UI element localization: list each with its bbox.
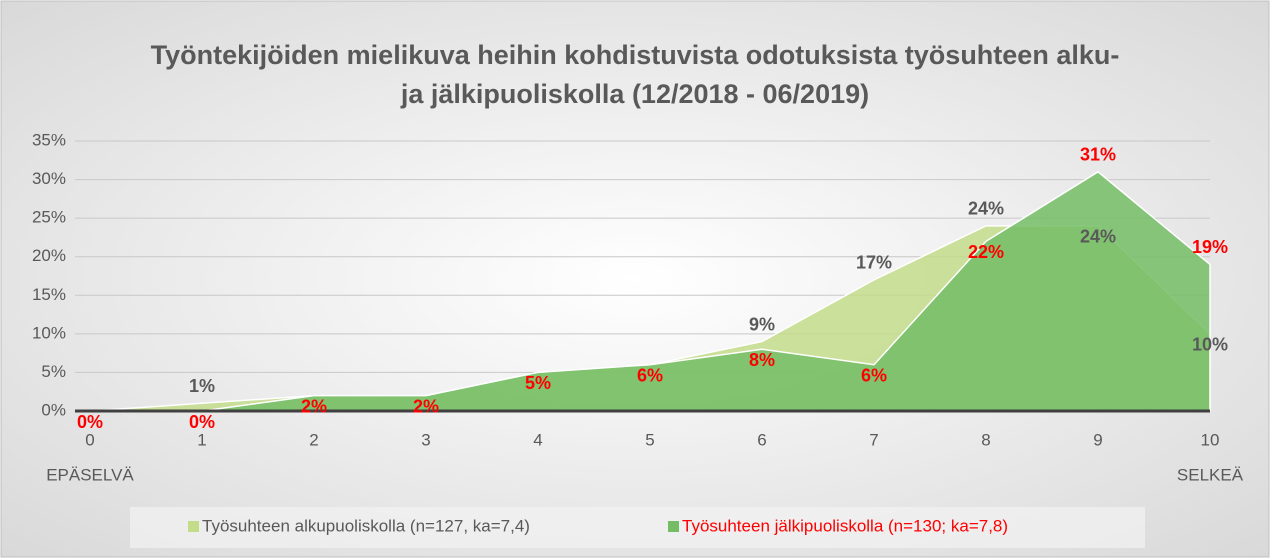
data-label: 9% <box>749 314 775 334</box>
y-tick-label: 10% <box>32 323 66 342</box>
chart-title: Työntekijöiden mielikuva heihin kohdistu… <box>150 40 1120 109</box>
data-label: 6% <box>637 365 663 385</box>
data-label: 2% <box>301 396 327 416</box>
area <box>90 170 1211 412</box>
data-label: 0% <box>77 412 103 432</box>
x-tick-label: 5 <box>645 430 654 449</box>
data-label: 24% <box>1080 227 1116 247</box>
x-tick-label: 0 <box>85 430 94 449</box>
y-tick-label: 0% <box>41 400 66 419</box>
data-label: 0% <box>189 412 215 432</box>
legend-swatch <box>188 521 199 532</box>
data-label: 31% <box>1080 145 1116 165</box>
x-annotation: EPÄSELVÄ <box>46 465 134 484</box>
x-tick-label: 3 <box>421 430 430 449</box>
data-label: 2% <box>413 396 439 416</box>
data-label: 5% <box>525 373 551 393</box>
data-label: 24% <box>968 199 1004 219</box>
legend-box <box>130 507 1145 548</box>
x-tick-label: 4 <box>533 430 542 449</box>
legend-label: Työsuhteen alkupuoliskolla (n=127, ka=7,… <box>202 516 530 535</box>
x-annotation: SELKEÄ <box>1177 465 1244 484</box>
x-tick-label: 9 <box>1093 430 1102 449</box>
y-tick-label: 30% <box>32 169 66 188</box>
data-label: 10% <box>1192 335 1228 355</box>
y-tick-label: 5% <box>41 362 66 381</box>
x-tick-label: 1 <box>197 430 206 449</box>
y-tick-label: 25% <box>32 208 66 227</box>
data-label: 8% <box>749 350 775 370</box>
legend-swatch <box>668 521 679 532</box>
x-tick-label: 2 <box>309 430 318 449</box>
y-tick-label: 15% <box>32 285 66 304</box>
data-label: 19% <box>1192 237 1228 257</box>
x-tick-label: 6 <box>757 430 766 449</box>
x-tick-label: 7 <box>869 430 878 449</box>
y-tick-label: 20% <box>32 246 66 265</box>
y-tick-label: 35% <box>32 130 66 149</box>
data-label: 22% <box>968 242 1004 262</box>
data-label: 1% <box>189 376 215 396</box>
x-tick-label: 8 <box>981 430 990 449</box>
legend-label: Työsuhteen jälkipuoliskolla (n=130; ka=7… <box>682 516 1008 535</box>
data-label: 17% <box>856 253 892 273</box>
x-tick-label: 10 <box>1201 430 1220 449</box>
data-label: 6% <box>861 365 887 385</box>
